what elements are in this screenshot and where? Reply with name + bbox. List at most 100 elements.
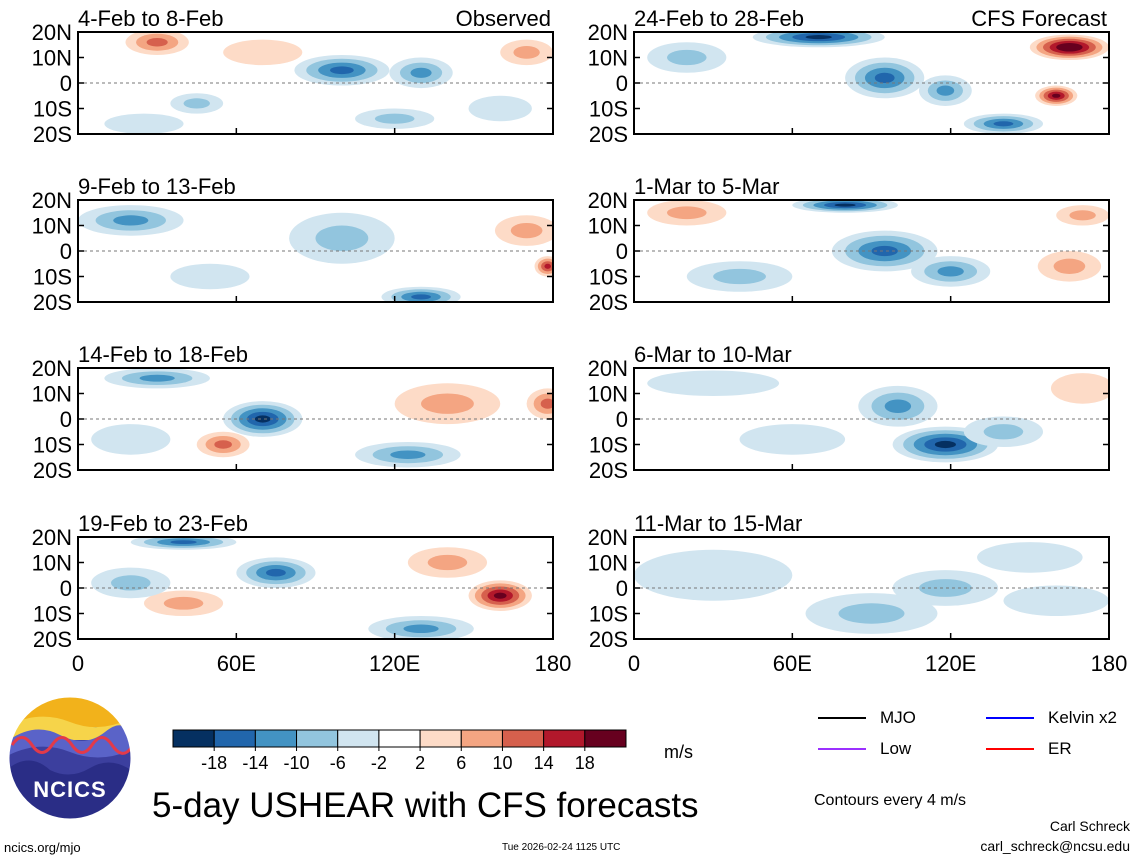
timestamp: Tue 2026-02-24 1125 UTC [502,842,621,853]
y-tick-label: 0 [616,407,628,432]
shear-anomaly [163,596,204,610]
shear-field [634,200,1109,302]
y-tick-label: 0 [60,576,72,601]
panel-label: CFS Forecast [971,6,1107,31]
y-tick-label: 20S [33,122,72,147]
y-tick-label: 20S [589,627,628,652]
shear-anomaly [403,624,439,634]
shear-anomaly [871,245,898,257]
shear-anomaly [513,46,540,59]
author-email[interactable]: carl_schreck@ncsu.edu [980,838,1130,854]
panel-period: 4-Feb to 8-Feb [78,6,224,31]
shear-anomaly [266,568,286,577]
colorbar-swatch [378,729,421,748]
shear-anomaly [934,440,956,449]
shear-anomaly [421,393,474,414]
panel-period: 24-Feb to 28-Feb [634,6,804,31]
colorbar-swatch [172,729,215,748]
panel-period: 1-Mar to 5-Mar [634,174,779,199]
shear-anomaly [183,98,210,109]
colorbar-tick-label: -18 [201,753,227,773]
colorbar-swatch [543,729,586,748]
y-tick-label: 10S [33,433,72,458]
y-tick-label: 10N [588,214,628,239]
panel-period: 11-Mar to 15-Mar [634,511,802,536]
shear-anomaly [427,554,468,571]
x-tick-label: 60E [217,651,256,676]
x-tick-label: 120E [925,651,976,676]
colorbar-swatch [419,729,462,748]
shear-anomaly [410,67,432,78]
shear-anomaly [838,603,905,624]
y-tick-label: 0 [616,576,628,601]
legend-item-kelvin: Kelvin x2 [986,708,1117,728]
shear-anomaly [666,49,707,66]
panel-period: 6-Mar to 10-Mar [634,342,792,367]
shear-anomaly [214,440,232,449]
y-tick-label: 20S [33,290,72,315]
y-tick-label: 10N [588,551,628,576]
shear-anomaly [977,542,1083,573]
y-tick-label: 0 [60,239,72,264]
shear-anomaly [647,370,780,397]
shear-anomaly [315,225,369,251]
y-tick-label: 10N [32,46,72,71]
colorbar-tick-label: 10 [492,753,512,773]
shear-anomaly [390,450,426,459]
shear-anomaly [146,37,168,47]
y-tick-label: 10S [589,97,628,122]
x-tick-label: 60E [773,651,812,676]
panel-label: Observed [456,6,551,31]
shear-anomaly [936,85,955,96]
y-tick-label: 20S [589,290,628,315]
colorbar-swatch [213,729,256,748]
shear-field [634,32,1109,134]
legend-swatch [818,717,866,719]
legend-item-er: ER [986,739,1072,759]
shear-anomaly [104,113,184,134]
y-tick-label: 20S [33,458,72,483]
shear-anomaly [874,72,895,83]
y-tick-label: 20N [588,356,628,381]
shear-anomaly [1050,373,1109,404]
shear-anomaly [170,540,197,545]
y-tick-label: 0 [60,71,72,96]
shear-anomaly [884,399,912,414]
shear-anomaly [91,424,171,455]
colorbar-tick-label: 6 [456,753,466,773]
legend-label: Low [880,739,912,758]
shear-anomaly [739,424,846,455]
y-tick-label: 10S [589,433,628,458]
logo-text: NCICS [33,777,106,802]
colorbar-tick-label: 14 [534,753,554,773]
y-tick-label: 0 [616,71,628,96]
shear-anomaly [919,579,972,597]
shear-anomaly [254,415,271,423]
legend-swatch [986,717,1034,719]
shear-anomaly [1003,585,1109,617]
x-tick-label: 0 [72,651,84,676]
legend-swatch [818,748,866,750]
shear-field [634,537,1109,639]
shear-anomaly [1069,210,1096,221]
legend-item-low: Low [818,739,911,759]
x-tick-label: 0 [628,651,640,676]
shear-anomaly [139,374,175,382]
shear-anomaly [493,592,507,599]
shear-anomaly [544,263,552,269]
y-tick-label: 20S [589,122,628,147]
colorbar-swatch [501,729,545,748]
colorbar-swatch [460,729,503,748]
colorbar-tick-label: -2 [371,753,387,773]
y-tick-label: 10N [32,214,72,239]
source-link[interactable]: ncics.org/mjo [4,840,81,855]
y-tick-label: 10S [33,602,72,627]
y-tick-label: 20S [33,627,72,652]
y-tick-label: 10N [32,382,72,407]
y-tick-label: 10N [32,551,72,576]
